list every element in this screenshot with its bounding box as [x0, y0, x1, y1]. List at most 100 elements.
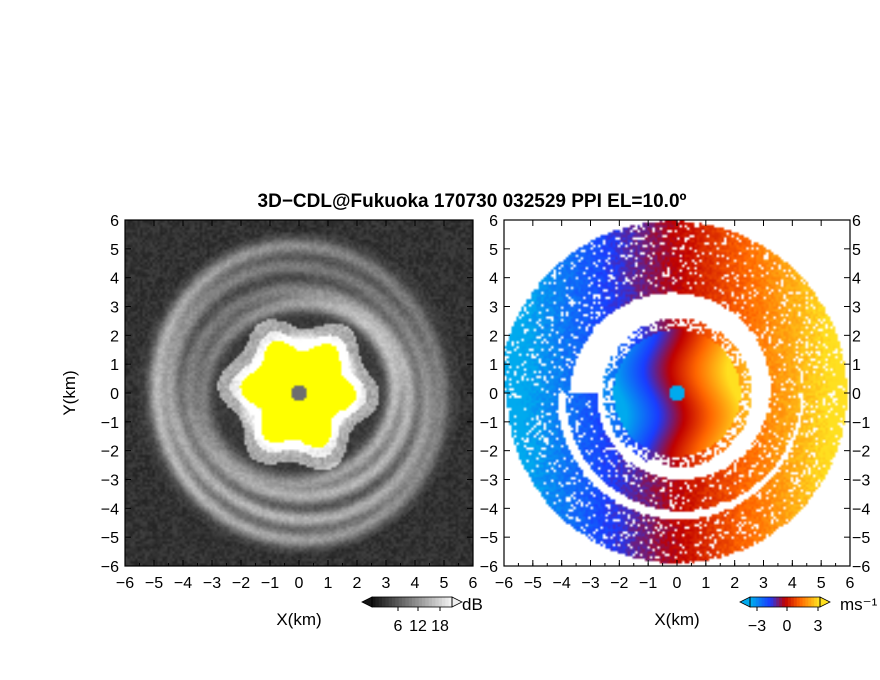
left-cbar-swatch [448, 597, 453, 607]
right-ytick-label-right: 3 [852, 300, 861, 317]
left-ytick-label: 1 [110, 357, 119, 374]
right-xtick-label: 1 [701, 575, 710, 592]
right-cbar-arrow-left [739, 596, 751, 608]
right-ytick-label: 1 [489, 357, 498, 374]
right-cbar-swatch [773, 597, 777, 607]
left-cbar-arrow-right [451, 596, 463, 608]
right-ytick-label-right: 2 [852, 328, 861, 345]
right-cbar-swatch [779, 597, 783, 607]
left-colorbar: dB 6 12 18 [361, 595, 483, 635]
right-ytick-label-right: 0 [852, 386, 861, 403]
left-ytick-label: 6 [110, 213, 119, 230]
right-xlabel: X(km) [654, 610, 699, 629]
right-colorbar: ms⁻¹ −3 0 3 [739, 595, 878, 635]
left-ytick-label: 4 [110, 271, 119, 288]
right-ytick-label-right: −5 [852, 530, 870, 547]
right-xtick-label: −2 [610, 575, 628, 592]
right-xtick-label: −6 [495, 575, 513, 592]
left-xtick-label: −3 [203, 575, 221, 592]
left-xtick-label: 2 [353, 575, 362, 592]
left-xtick-label: −4 [174, 575, 192, 592]
left-cbar-frame [371, 596, 453, 608]
left-cbar-swatch [425, 597, 430, 607]
right-cbar-tick-label: 0 [783, 618, 792, 635]
right-cbar-tick-label: −3 [748, 618, 766, 635]
right-ytick-label: −3 [480, 473, 498, 490]
right-xtick-label: −1 [639, 575, 657, 592]
left-cbar-tick-label: 18 [431, 618, 449, 635]
left-cbar-unit: dB [462, 595, 483, 614]
right-cbar-swatch [755, 597, 760, 607]
left-cbar-swatch [388, 597, 393, 607]
left-cbar-swatch [422, 597, 426, 607]
left-xlabel: X(km) [276, 610, 321, 629]
right-cbar-swatch [805, 597, 809, 607]
left-cbar-swatch [418, 597, 423, 607]
right-cbar-swatch [793, 597, 798, 607]
right-ytick-label: 4 [489, 271, 498, 288]
left-xtick-label: −5 [145, 575, 163, 592]
right-ytick-label: −6 [480, 559, 498, 576]
right-ytick-label-right: −2 [852, 444, 870, 461]
left-cbar-swatch [412, 597, 416, 607]
right-ytick-label: 6 [489, 213, 498, 230]
left-xtick-label: 0 [295, 575, 304, 592]
left-ytick-label: 0 [110, 386, 119, 403]
left-cbar-swatch [408, 597, 413, 607]
right-cbar-swatch [782, 597, 786, 607]
right-ytick-label-right: −1 [852, 415, 870, 432]
left-cbar-swatch [442, 597, 446, 607]
left-cbar-swatch [395, 597, 400, 607]
right-cbar-swatch [796, 597, 801, 607]
left-ytick-label: −2 [101, 444, 119, 461]
right-xtick-label: 6 [846, 575, 855, 592]
left-xtick-label: 1 [324, 575, 333, 592]
left-cbar-swatch [435, 597, 440, 607]
right-ytick-label: 5 [489, 242, 498, 259]
right-cbar-swatch [814, 597, 818, 607]
right-ytick-label: 0 [489, 386, 498, 403]
right-cbar-swatch [808, 597, 812, 607]
left-cbar-swatch [402, 597, 406, 607]
left-xtick-label: 5 [440, 575, 449, 592]
reflectivity-image [125, 220, 473, 566]
right-xtick-label: 0 [673, 575, 682, 592]
right-cbar-swatch [811, 597, 815, 607]
right-cbar-tick-label: 3 [814, 618, 823, 635]
right-ytick-label-right: −6 [852, 559, 870, 576]
left-ytick-label: −4 [101, 501, 119, 518]
left-cbar-swatch [445, 597, 450, 607]
right-ytick-label: −1 [480, 415, 498, 432]
left-ylabel: Y(km) [60, 370, 79, 415]
left-cbar-swatch [372, 597, 376, 607]
right-ytick-label: 2 [489, 328, 498, 345]
right-ytick-label: −4 [480, 501, 498, 518]
left-cbar-swatch [415, 597, 420, 607]
left-cbar-swatch [428, 597, 433, 607]
left-cbar-swatch [382, 597, 386, 607]
left-ytick-label: −5 [101, 530, 119, 547]
right-cbar-swatch [817, 597, 821, 607]
velocity-image [504, 220, 850, 566]
left-ytick-label: −1 [101, 415, 119, 432]
left-xtick-label: −6 [116, 575, 134, 592]
left-xtick-label: −2 [232, 575, 250, 592]
right-ytick-label: −5 [480, 530, 498, 547]
left-cbar-swatch [398, 597, 403, 607]
chart-title: 3D−CDL@Fukuoka 170730 032529 PPI EL=10.0… [258, 191, 687, 212]
left-cbar-swatch [378, 597, 383, 607]
left-ytick-label: 3 [110, 300, 119, 317]
right-ytick-label: −2 [480, 444, 498, 461]
right-xtick-label: −5 [524, 575, 542, 592]
right-ytick-label-right: −4 [852, 501, 870, 518]
right-cbar-swatch [752, 597, 757, 607]
left-ytick-label: −6 [101, 559, 119, 576]
left-cbar-tick-label: 6 [394, 618, 403, 635]
left-cbar-swatch [385, 597, 390, 607]
left-cbar-swatch [392, 597, 396, 607]
right-cbar-arrow-right [819, 596, 831, 608]
right-cbar-swatch [785, 597, 789, 607]
right-cbar-swatch [761, 597, 766, 607]
